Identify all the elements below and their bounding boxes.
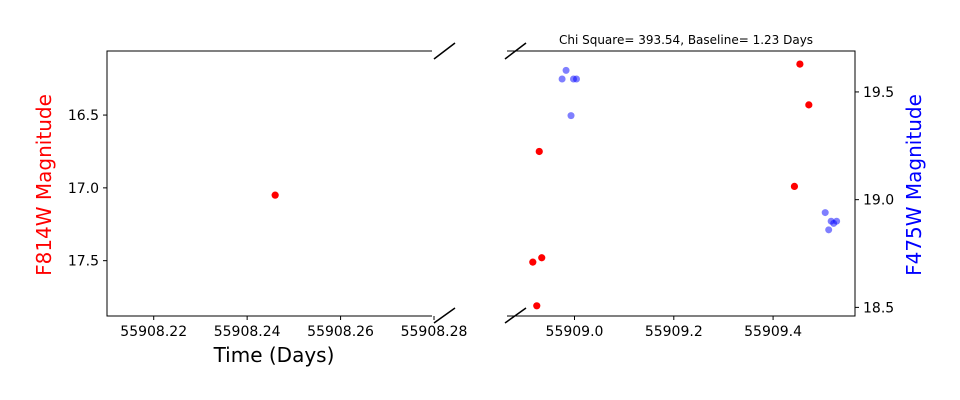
right-panel-frame bbox=[504, 50, 856, 317]
f475w-data-point bbox=[562, 66, 570, 74]
y-tick-label-left: 16.5 bbox=[68, 108, 99, 124]
f814w-data-point bbox=[805, 101, 813, 109]
f475w-data-point bbox=[558, 75, 566, 83]
f814w-data-point bbox=[538, 254, 546, 262]
right-y-axis-label: F475W Magnitude bbox=[902, 94, 926, 276]
right-panel-left-mask bbox=[503, 45, 507, 320]
axis-break-markers bbox=[433, 42, 527, 324]
left-panel-frame bbox=[106, 50, 435, 317]
x-axis-label: Time (Days) bbox=[213, 343, 335, 367]
break-mark-top-left bbox=[433, 42, 456, 60]
x-tick-label: 55908.28 bbox=[401, 324, 468, 340]
x-tick-label: 55908.22 bbox=[120, 324, 187, 340]
y-tick-label-right: 18.5 bbox=[863, 300, 894, 316]
left-y-axis-label: F814W Magnitude bbox=[32, 94, 56, 276]
chart-title: Chi Square= 393.54, Baseline= 1.23 Days bbox=[559, 33, 813, 47]
f814w-data-point bbox=[529, 258, 537, 266]
x-tick-label: 55908.26 bbox=[307, 324, 374, 340]
break-mark-bottom-right bbox=[504, 307, 527, 324]
f814w-data-point bbox=[796, 60, 804, 68]
left-panel-right-mask bbox=[432, 45, 437, 320]
points-layer bbox=[271, 60, 841, 310]
y-tick-label-right: 19.5 bbox=[863, 85, 894, 101]
f814w-data-point bbox=[533, 302, 541, 310]
f475w-data-point bbox=[833, 217, 841, 225]
f814w-data-point bbox=[790, 182, 799, 191]
x-tick-label: 55909.4 bbox=[744, 324, 802, 340]
x-tick-label: 55909.2 bbox=[645, 324, 703, 340]
f475w-data-point bbox=[821, 209, 829, 217]
y-tick-label-left: 17.5 bbox=[68, 254, 99, 270]
x-tick-label: 55909.0 bbox=[546, 324, 604, 340]
f814w-data-point bbox=[535, 147, 543, 156]
break-mark-top-right bbox=[504, 42, 527, 60]
x-tick-label: 55908.24 bbox=[214, 324, 281, 340]
y-tick-label-right: 19.0 bbox=[863, 193, 894, 209]
ticks-layer: 55908.22 55908.24 55908.26 55908.28 55909.0 5… bbox=[68, 85, 894, 340]
break-mark-bottom-left bbox=[433, 307, 456, 324]
f475w-data-point bbox=[572, 75, 580, 83]
f475w-data-point bbox=[825, 226, 833, 234]
f475w-data-point bbox=[567, 112, 575, 120]
f814w-data-point bbox=[271, 191, 279, 199]
y-tick-label-left: 17.0 bbox=[68, 181, 99, 197]
